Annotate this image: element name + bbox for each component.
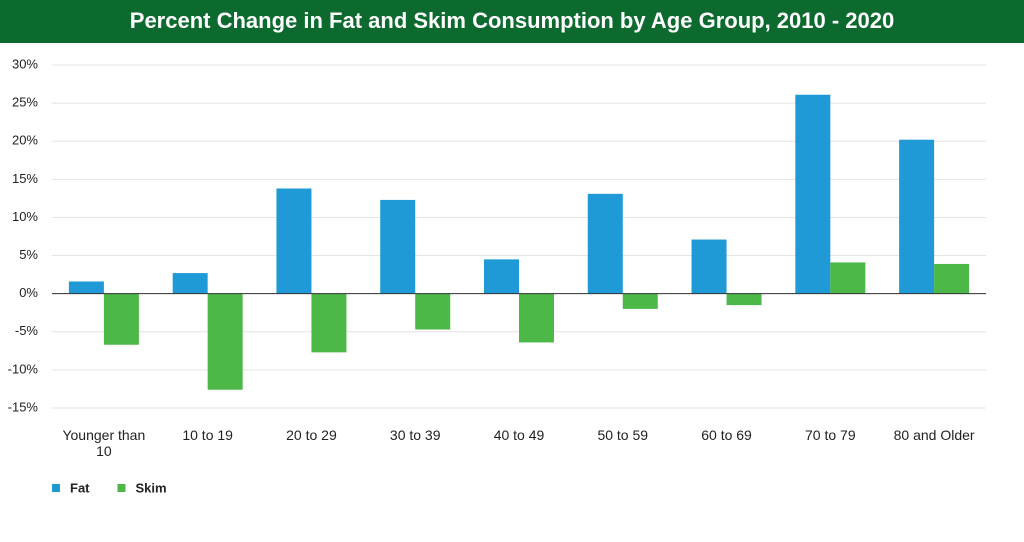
x-tick-label: 20 to 29	[286, 427, 337, 443]
legend-label: Skim	[136, 480, 167, 495]
y-tick-label: -5%	[15, 323, 39, 338]
bar	[276, 188, 312, 294]
x-tick-label: Younger than 10	[62, 427, 146, 459]
y-tick-label: -15%	[8, 399, 39, 414]
bar	[207, 293, 243, 390]
x-tick-label: 30 to 39	[389, 427, 441, 443]
y-tick-label: 15%	[12, 171, 38, 186]
bar	[934, 263, 970, 294]
x-tick-label: 80 and Older	[893, 427, 975, 443]
title-banner	[0, 0, 1024, 43]
y-tick-label: 20%	[12, 133, 38, 148]
y-tick-label: 0%	[19, 285, 38, 300]
bar	[519, 293, 554, 343]
bar	[311, 293, 347, 353]
legend-swatch	[117, 484, 126, 492]
legend-label: Fat	[70, 480, 90, 495]
bar	[103, 293, 139, 345]
y-tick-label: -10%	[8, 361, 39, 376]
bar	[795, 94, 831, 294]
x-tick-label: 70 to 79	[805, 427, 856, 443]
bar	[587, 193, 623, 294]
x-tick-label: 40 to 49	[493, 427, 545, 443]
bar	[380, 199, 416, 294]
legend-swatch	[52, 484, 60, 492]
bar	[484, 259, 519, 294]
bar	[830, 262, 866, 294]
y-tick-label: 25%	[12, 95, 38, 110]
bar	[172, 273, 208, 294]
bar	[415, 293, 451, 330]
bar	[691, 239, 727, 294]
x-tick-label: 50 to 59	[597, 427, 649, 443]
chart-title: Percent Change in Fat and Skim Consumpti…	[130, 8, 894, 33]
x-tick-label: 10 to 19	[182, 427, 233, 443]
bar	[726, 293, 762, 306]
bar	[68, 281, 104, 294]
y-tick-label: 10%	[12, 209, 38, 224]
x-tick-label: 60 to 69	[701, 427, 752, 443]
y-tick-label: 30%	[12, 56, 38, 71]
bar	[622, 293, 658, 309]
bar	[899, 139, 935, 294]
y-tick-label: 5%	[19, 247, 38, 262]
